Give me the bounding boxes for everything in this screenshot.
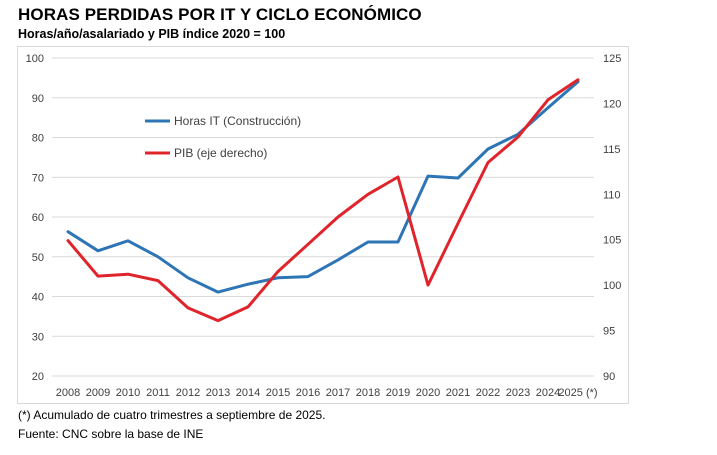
left-axis-tick-label: 70 bbox=[32, 172, 44, 184]
left-axis-tick-label: 20 bbox=[32, 371, 44, 383]
x-axis-tick-label: 2014 bbox=[236, 387, 260, 399]
series-line-pib bbox=[66, 78, 580, 323]
left-axis-tick-label: 40 bbox=[32, 292, 44, 304]
x-axis-tick-label: 2020 bbox=[416, 387, 440, 399]
x-axis-tick-label: 2021 bbox=[446, 387, 470, 399]
x-axis-tick-label: 2013 bbox=[206, 387, 230, 399]
x-axis-tick-label: 2008 bbox=[56, 387, 80, 399]
series-line-horas-it bbox=[66, 80, 580, 294]
x-axis-tick-label: 2011 bbox=[146, 387, 170, 399]
chart-frame bbox=[17, 46, 629, 404]
left-axis-tick-label: 100 bbox=[26, 53, 44, 65]
x-axis-tick-label: 2009 bbox=[86, 387, 110, 399]
right-axis-tick-label: 90 bbox=[603, 371, 615, 383]
x-axis-tick-label: 2018 bbox=[356, 387, 380, 399]
right-axis-tick-label: 100 bbox=[603, 280, 621, 292]
right-axis-tick-label: 95 bbox=[603, 326, 615, 338]
chart-subtitle: Horas/año/asalariado y PIB índice 2020 =… bbox=[18, 27, 286, 41]
left-axis-tick-label: 30 bbox=[32, 331, 44, 343]
x-axis-tick-label: 2024 bbox=[536, 387, 560, 399]
x-axis-tick-label: 2022 bbox=[476, 387, 500, 399]
right-axis-tick-label: 115 bbox=[603, 144, 621, 156]
x-axis-tick-label: 2012 bbox=[176, 387, 200, 399]
left-axis-tick-label: 50 bbox=[32, 252, 44, 264]
x-axis-tick-label: 2016 bbox=[296, 387, 320, 399]
x-axis-tick-label: 2019 bbox=[386, 387, 410, 399]
source-note: Fuente: CNC sobre la base de INE bbox=[18, 427, 204, 441]
chart-title: HORAS PERDIDAS POR IT Y CICLO ECONÓMICO bbox=[18, 5, 422, 24]
right-axis-tick-label: 105 bbox=[603, 235, 621, 247]
footnote: (*) Acumulado de cuatro trimestres a sep… bbox=[18, 408, 326, 422]
left-axis-tick-label: 90 bbox=[32, 93, 44, 105]
right-axis-tick-label: 110 bbox=[603, 189, 621, 201]
x-axis-tick-label: 2017 bbox=[326, 387, 350, 399]
right-axis-tick-label: 120 bbox=[603, 98, 621, 110]
x-axis-tick-label: 2023 bbox=[506, 387, 530, 399]
left-axis-tick-label: 80 bbox=[32, 133, 44, 145]
x-axis-tick-label: 2025 (*) bbox=[558, 387, 597, 399]
x-axis-tick-label: 2015 bbox=[266, 387, 290, 399]
legend-label: PIB (eje derecho) bbox=[174, 146, 267, 160]
right-axis-tick-label: 125 bbox=[603, 53, 621, 65]
left-axis-tick-label: 60 bbox=[32, 212, 44, 224]
x-axis-tick-label: 2010 bbox=[116, 387, 140, 399]
legend-label: Horas IT (Construcción) bbox=[174, 114, 301, 128]
